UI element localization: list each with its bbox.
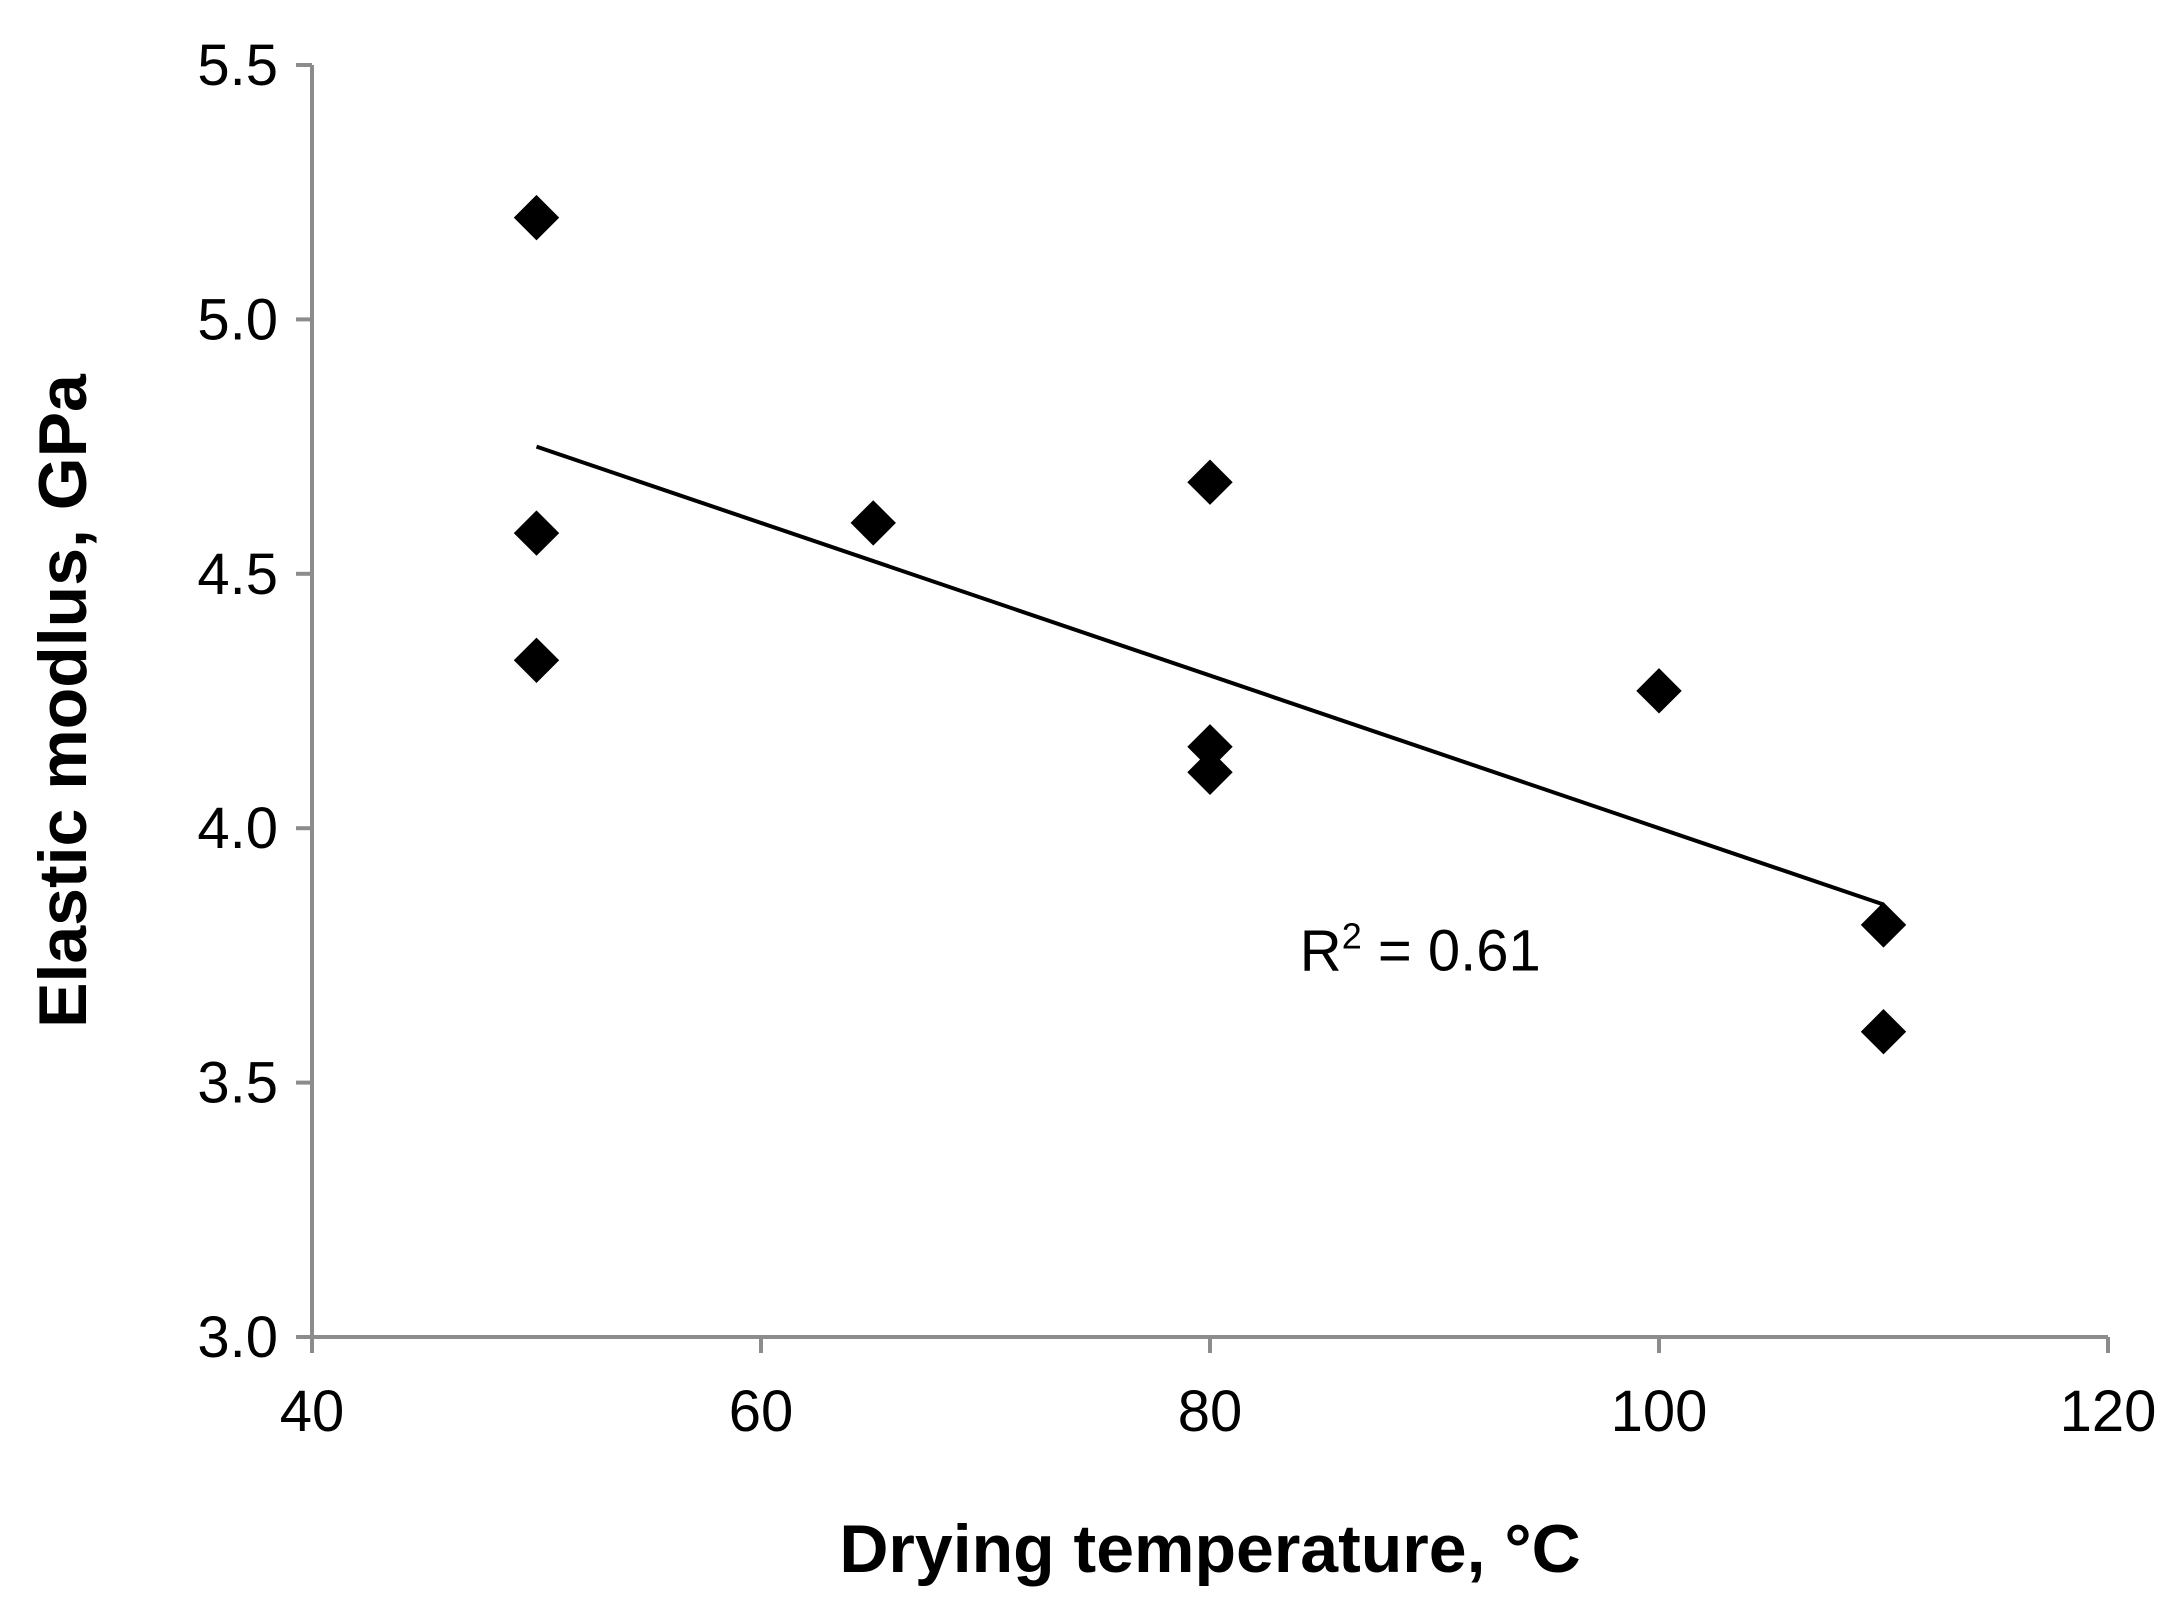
r-squared-base: R <box>1300 919 1342 984</box>
r-squared-value: = 0.61 <box>1362 919 1541 984</box>
y-axis-ticks: 3.0 3.5 4.0 4.5 5.0 5.5 <box>197 33 312 1370</box>
y-axis-title: Elastic modlus, GPa <box>25 373 101 1028</box>
data-point <box>513 637 560 684</box>
data-points <box>513 194 1907 1055</box>
y-tick-label: 5.0 <box>197 287 278 352</box>
r-squared-superscript: 2 <box>1342 916 1362 957</box>
y-tick-label: 3.5 <box>197 1051 278 1116</box>
x-axis-title: Drying temperature, °C <box>839 1511 1580 1587</box>
x-tick-label: 80 <box>1178 1379 1243 1444</box>
y-tick-label: 3.0 <box>197 1305 278 1370</box>
y-tick-label: 4.5 <box>197 542 278 607</box>
data-point <box>1860 902 1907 948</box>
data-point <box>1860 1009 1907 1055</box>
data-point <box>850 500 896 546</box>
data-point <box>513 510 560 556</box>
r-squared-annotation: R2 = 0.61 <box>1300 916 1541 984</box>
x-tick-label: 100 <box>1611 1379 1708 1444</box>
data-point <box>513 194 560 241</box>
data-point <box>1636 668 1682 714</box>
x-tick-label: 120 <box>2060 1379 2157 1444</box>
x-tick-label: 40 <box>280 1379 345 1444</box>
trendline-group <box>535 444 1885 907</box>
x-axis-ticks: 40 60 80 100 120 <box>280 1337 2157 1444</box>
trendline <box>535 444 1885 907</box>
data-point <box>1187 749 1233 795</box>
y-tick-label: 5.5 <box>197 33 278 98</box>
axes <box>310 65 2108 1339</box>
data-point <box>1187 459 1233 505</box>
y-tick-label: 4.0 <box>197 796 278 861</box>
x-tick-label: 60 <box>729 1379 794 1444</box>
